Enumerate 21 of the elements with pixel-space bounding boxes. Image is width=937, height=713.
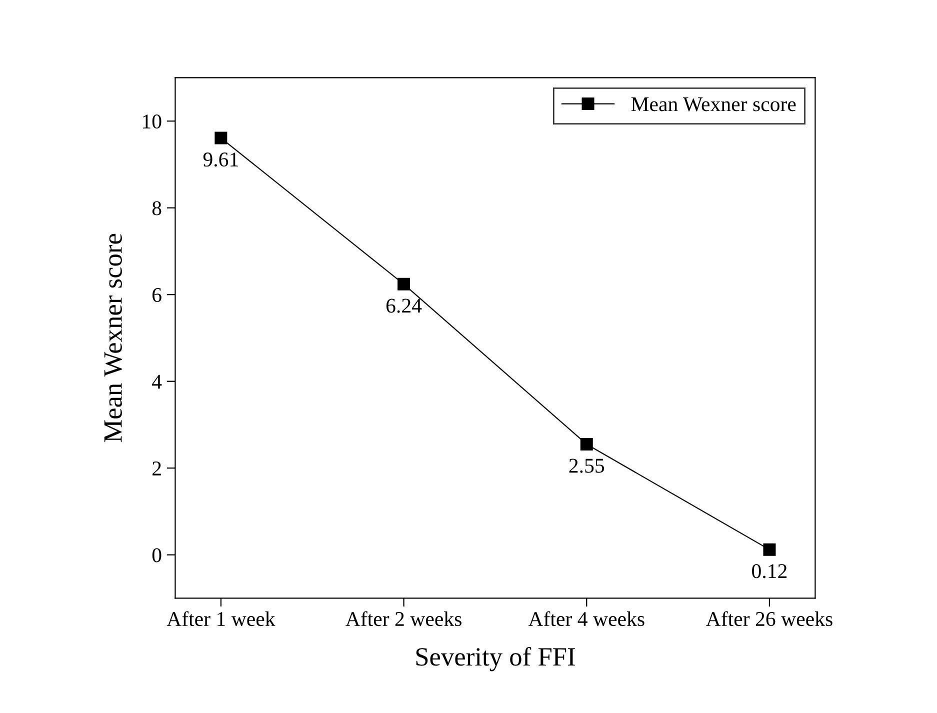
data-label: 6.24 bbox=[386, 298, 422, 313]
x-tick-label: After 4 weeks bbox=[528, 611, 644, 626]
point bbox=[580, 438, 593, 450]
data-label: 2.55 bbox=[569, 458, 604, 473]
y-tick-label: 2 bbox=[152, 462, 161, 476]
y-tick-label: 10 bbox=[143, 114, 162, 129]
legend-label: Mean Wexner score bbox=[631, 97, 796, 112]
data-label: 0.12 bbox=[752, 564, 787, 578]
y-axis-title: Mean Wexner score bbox=[104, 234, 122, 442]
y-tick-label: 6 bbox=[152, 288, 162, 302]
y-tick-label: 4 bbox=[152, 374, 162, 389]
point bbox=[398, 278, 410, 290]
point bbox=[214, 132, 228, 144]
x-tick-label: After 26 weeks bbox=[706, 611, 832, 626]
x-tick-label: After 1 week bbox=[166, 611, 276, 626]
point bbox=[763, 543, 776, 556]
x-axis-title: Severity of FFI bbox=[416, 646, 575, 672]
y-tick-label: 8 bbox=[152, 201, 162, 216]
y-tick-label: 0 bbox=[152, 548, 162, 562]
x-tick-label: After 2 weeks bbox=[346, 611, 462, 626]
data-label: 9.61 bbox=[203, 152, 238, 167]
